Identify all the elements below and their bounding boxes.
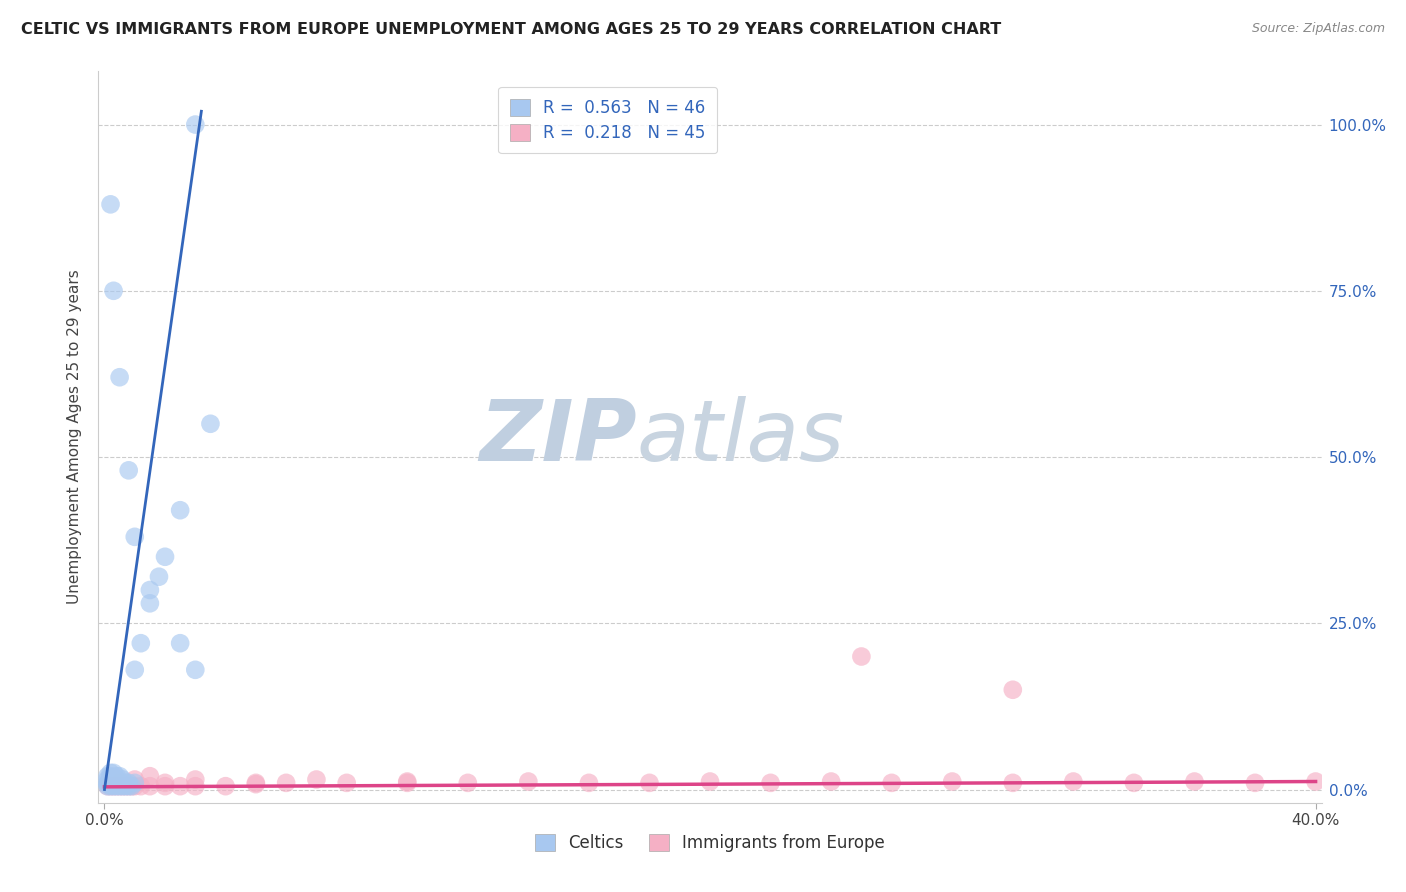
Point bbox=[169, 503, 191, 517]
Point bbox=[96, 779, 118, 793]
Point bbox=[184, 118, 207, 132]
Point bbox=[169, 779, 191, 793]
Point bbox=[105, 769, 128, 783]
Y-axis label: Unemployment Among Ages 25 to 29 years: Unemployment Among Ages 25 to 29 years bbox=[67, 269, 83, 605]
Point bbox=[108, 370, 131, 384]
Point bbox=[111, 779, 134, 793]
Point bbox=[96, 777, 118, 791]
Text: Source: ZipAtlas.com: Source: ZipAtlas.com bbox=[1251, 22, 1385, 36]
Point bbox=[1001, 776, 1024, 790]
Point bbox=[1244, 776, 1267, 790]
Point bbox=[129, 779, 152, 793]
Point bbox=[100, 776, 122, 790]
Point bbox=[100, 765, 122, 780]
Point bbox=[103, 776, 125, 790]
Point bbox=[139, 779, 162, 793]
Point bbox=[118, 776, 141, 790]
Point bbox=[103, 284, 125, 298]
Point bbox=[139, 596, 162, 610]
Point bbox=[1305, 774, 1327, 789]
Point bbox=[96, 772, 118, 787]
Point bbox=[184, 663, 207, 677]
Point bbox=[245, 777, 267, 791]
Point bbox=[108, 776, 131, 790]
Point bbox=[100, 779, 122, 793]
Point bbox=[139, 769, 162, 783]
Point bbox=[103, 772, 125, 787]
Point bbox=[305, 772, 328, 787]
Point bbox=[148, 570, 170, 584]
Point bbox=[114, 776, 136, 790]
Point bbox=[100, 779, 122, 793]
Point bbox=[200, 417, 222, 431]
Point bbox=[121, 779, 143, 793]
Point bbox=[214, 779, 236, 793]
Point bbox=[124, 772, 146, 787]
Point bbox=[139, 582, 162, 597]
Point bbox=[1122, 776, 1144, 790]
Point bbox=[100, 777, 122, 791]
Point bbox=[118, 779, 141, 793]
Point bbox=[103, 779, 125, 793]
Point bbox=[820, 774, 842, 789]
Point bbox=[100, 197, 122, 211]
Point bbox=[184, 772, 207, 787]
Point bbox=[96, 776, 118, 790]
Point bbox=[396, 774, 419, 789]
Point bbox=[1001, 682, 1024, 697]
Point bbox=[100, 772, 122, 787]
Point bbox=[111, 772, 134, 787]
Point bbox=[114, 779, 136, 793]
Point bbox=[105, 779, 128, 793]
Point bbox=[118, 779, 141, 793]
Legend: Celtics, Immigrants from Europe: Celtics, Immigrants from Europe bbox=[527, 825, 893, 860]
Point bbox=[880, 776, 903, 790]
Point bbox=[851, 649, 873, 664]
Point bbox=[941, 774, 963, 789]
Point bbox=[184, 779, 207, 793]
Point bbox=[96, 779, 118, 793]
Point bbox=[336, 776, 359, 790]
Text: atlas: atlas bbox=[637, 395, 845, 479]
Point bbox=[153, 779, 176, 793]
Point bbox=[124, 776, 146, 790]
Point bbox=[108, 779, 131, 793]
Point bbox=[245, 776, 267, 790]
Point bbox=[108, 779, 131, 793]
Point bbox=[759, 776, 782, 790]
Point bbox=[105, 779, 128, 793]
Point bbox=[129, 636, 152, 650]
Point bbox=[108, 769, 131, 783]
Point bbox=[578, 776, 600, 790]
Point bbox=[105, 776, 128, 790]
Point bbox=[114, 779, 136, 793]
Point bbox=[1184, 774, 1206, 789]
Point bbox=[124, 663, 146, 677]
Point bbox=[153, 549, 176, 564]
Point bbox=[638, 776, 661, 790]
Point bbox=[103, 779, 125, 793]
Point bbox=[153, 776, 176, 790]
Point bbox=[1062, 774, 1084, 789]
Point bbox=[108, 776, 131, 790]
Point bbox=[118, 463, 141, 477]
Point bbox=[100, 769, 122, 783]
Point bbox=[457, 776, 479, 790]
Text: ZIP: ZIP bbox=[479, 395, 637, 479]
Point bbox=[517, 774, 540, 789]
Point bbox=[396, 776, 419, 790]
Point bbox=[111, 779, 134, 793]
Point bbox=[276, 776, 298, 790]
Point bbox=[699, 774, 721, 789]
Point bbox=[124, 530, 146, 544]
Point bbox=[121, 779, 143, 793]
Point bbox=[105, 772, 128, 787]
Text: CELTIC VS IMMIGRANTS FROM EUROPE UNEMPLOYMENT AMONG AGES 25 TO 29 YEARS CORRELAT: CELTIC VS IMMIGRANTS FROM EUROPE UNEMPLO… bbox=[21, 22, 1001, 37]
Point bbox=[124, 779, 146, 793]
Point bbox=[169, 636, 191, 650]
Point bbox=[103, 765, 125, 780]
Point bbox=[96, 769, 118, 783]
